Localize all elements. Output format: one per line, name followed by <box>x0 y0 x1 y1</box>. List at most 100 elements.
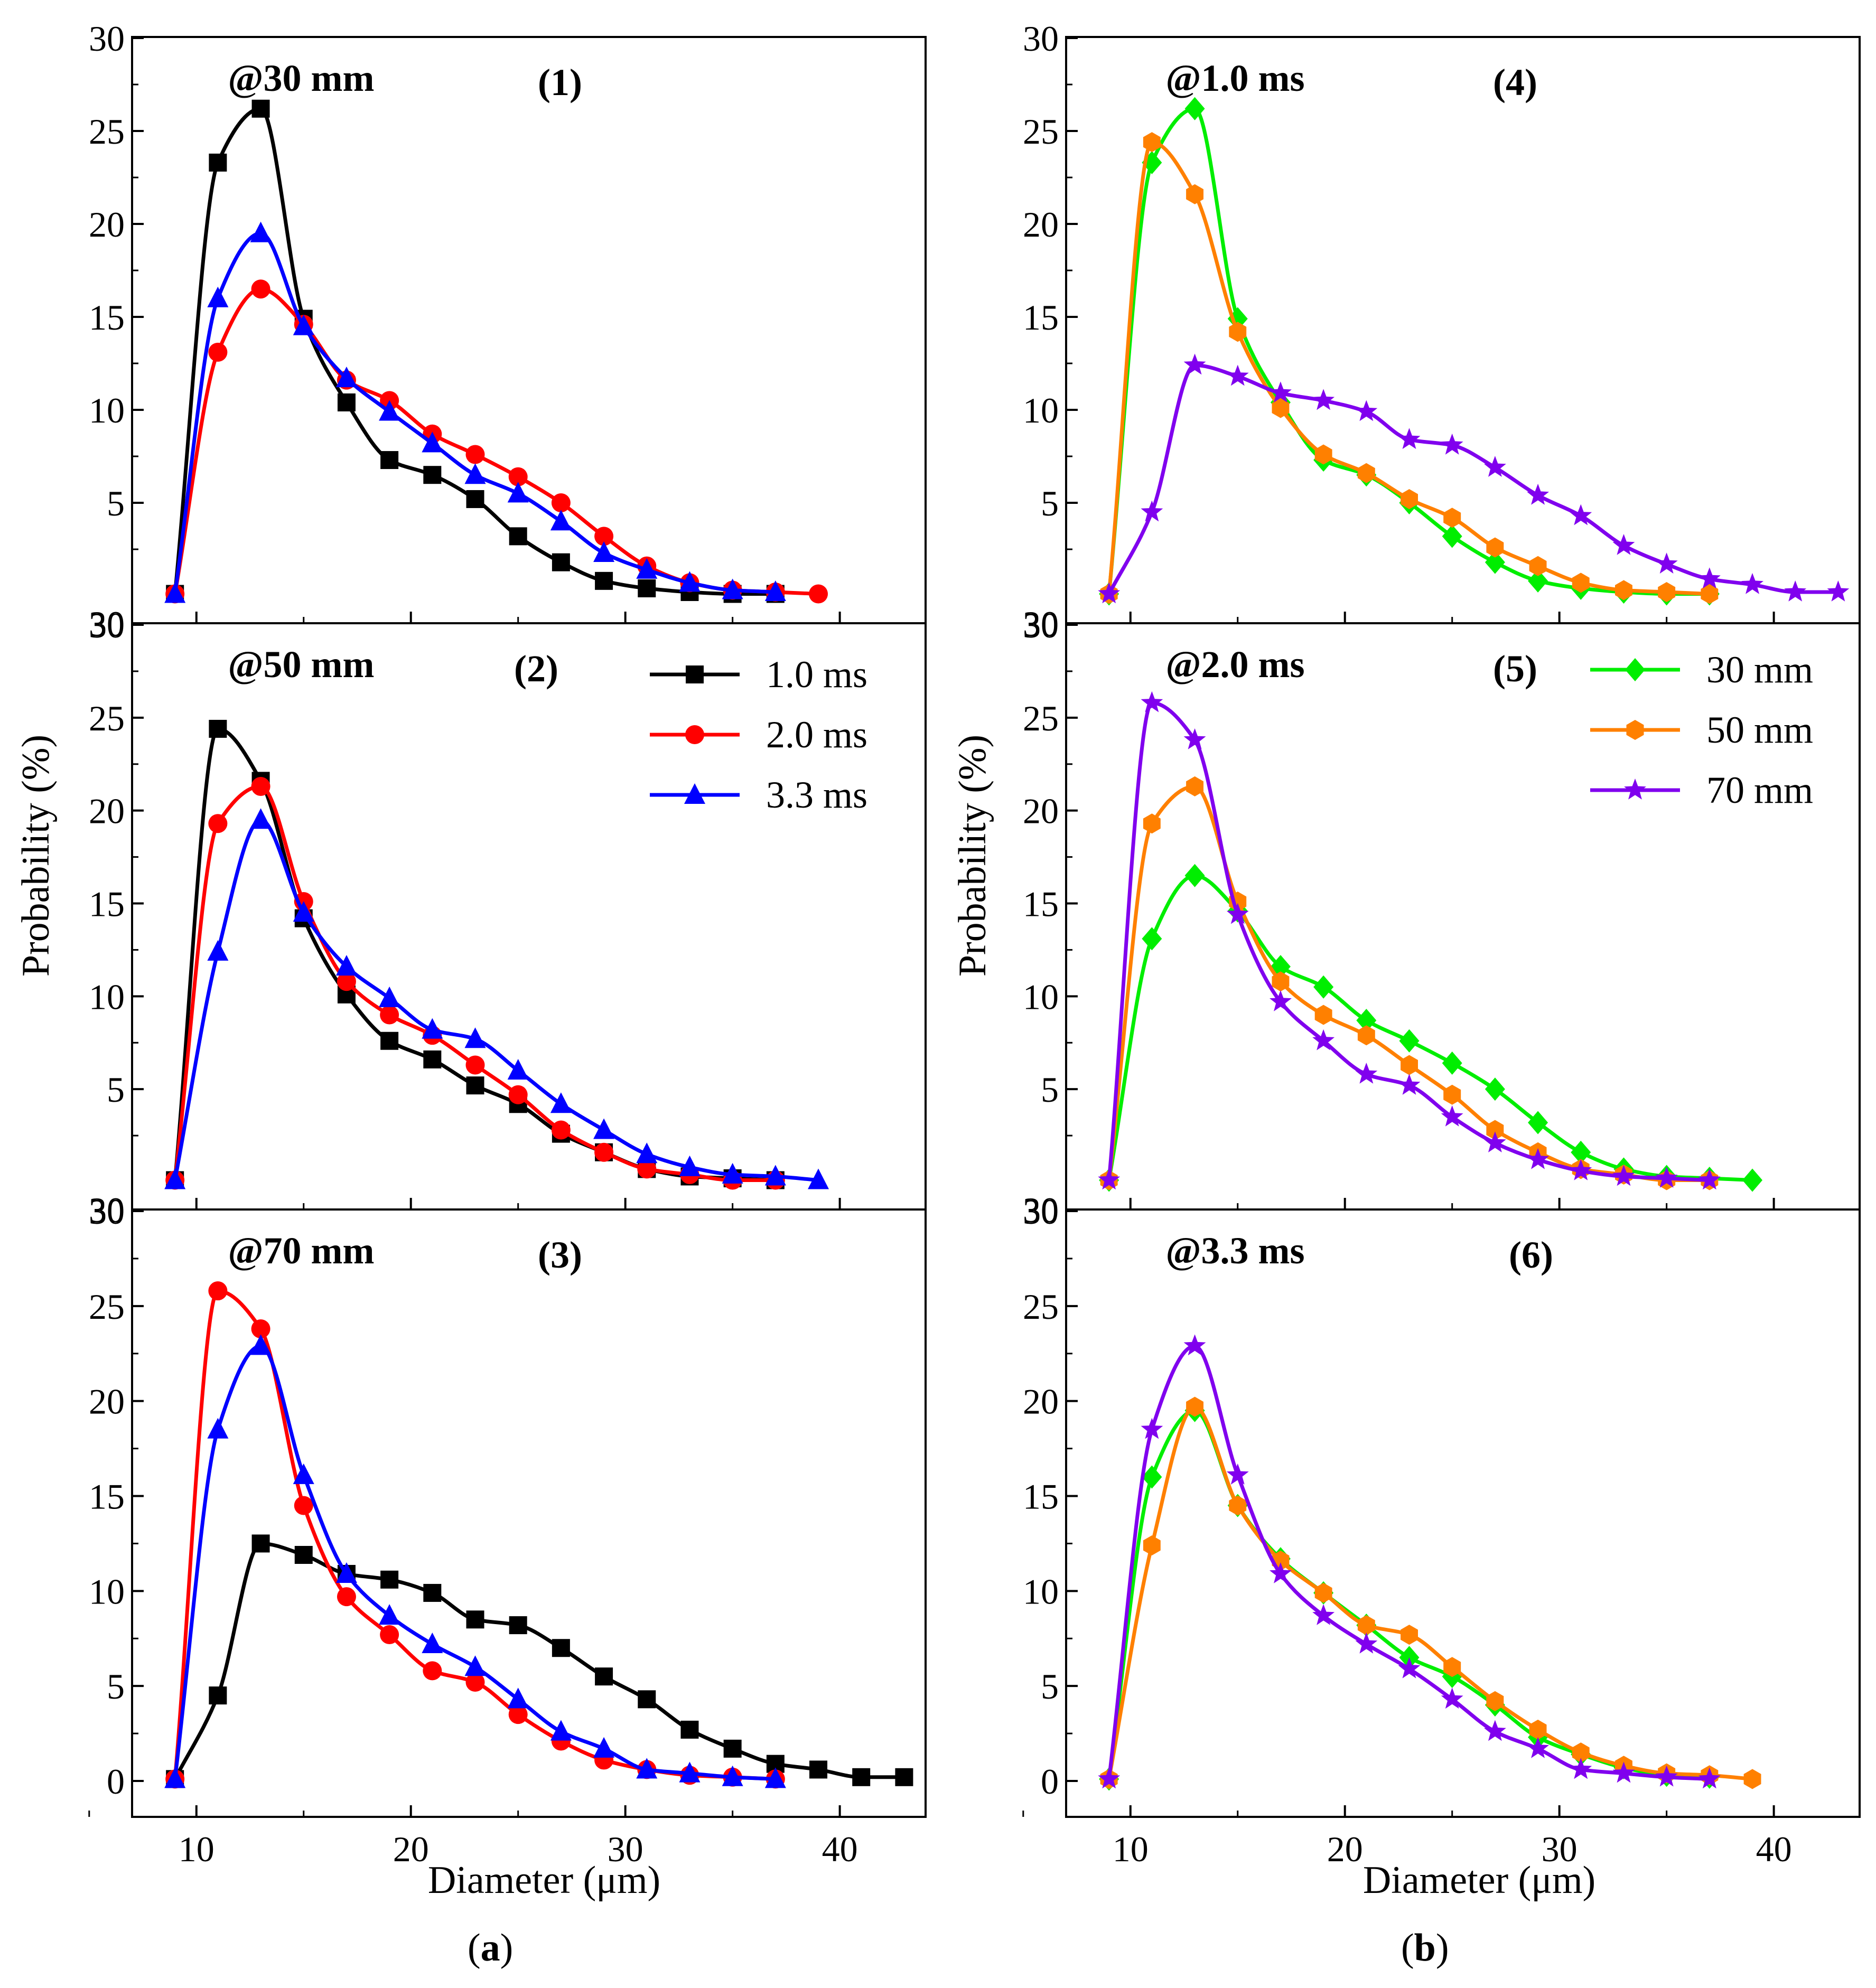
data-point <box>679 571 701 592</box>
data-point <box>1784 580 1807 602</box>
data-point <box>1312 389 1335 410</box>
data-point <box>1143 813 1161 834</box>
data-point <box>552 1639 570 1657</box>
y-tick-label: 15 <box>89 297 125 337</box>
y-tick-label: 5 <box>1041 483 1059 523</box>
data-point <box>1229 322 1247 342</box>
y-tick-label: 15 <box>1023 1477 1059 1517</box>
y-tick-label: 15 <box>1023 884 1059 924</box>
data-point <box>1612 1761 1635 1783</box>
data-point <box>251 1534 270 1553</box>
data-point <box>251 776 270 796</box>
data-point <box>507 1059 529 1080</box>
data-point <box>1615 580 1632 601</box>
legend-marker <box>1624 779 1646 800</box>
y-tick-label: 25 <box>1023 1287 1059 1327</box>
x-tick-label: 20 <box>393 1829 429 1869</box>
data-point <box>209 1686 227 1705</box>
data-point <box>164 582 186 603</box>
data-point <box>1486 1691 1504 1711</box>
data-point <box>1312 1604 1335 1625</box>
data-point <box>293 314 314 335</box>
legend-label: 1.0 ms <box>766 653 867 696</box>
x-tick-label: 30 <box>1542 1829 1578 1869</box>
chart-panel-1: 5 10 15 20 25 30 30 @30 mm (1) <box>89 18 927 644</box>
y-tick-label: 10 <box>89 977 125 1017</box>
data-point <box>335 1562 357 1583</box>
data-point <box>379 1604 400 1625</box>
data-point <box>466 490 484 508</box>
panel-title: @1.0 ms <box>1166 57 1305 99</box>
data-point <box>1570 1159 1592 1180</box>
y-tick-label: 30 <box>1023 605 1059 645</box>
data-point <box>1529 1719 1547 1740</box>
y-tick-label: 20 <box>1023 204 1059 245</box>
data-point <box>1229 1495 1247 1516</box>
y-tick-label: 30 <box>1023 1190 1059 1230</box>
data-point <box>1186 1396 1203 1417</box>
data-point <box>680 1720 699 1739</box>
data-point <box>1226 903 1249 924</box>
data-point <box>594 527 614 546</box>
data-point <box>1098 582 1121 604</box>
data-point <box>422 1633 443 1654</box>
caption-right-open: ( <box>1401 1926 1414 1970</box>
y-axis-label-right: Probability (%) <box>951 735 994 977</box>
y-tick-label: 5 <box>107 1070 125 1110</box>
y-tick-label: 25 <box>89 1287 125 1327</box>
data-point <box>208 1281 228 1301</box>
data-point <box>1183 1334 1206 1356</box>
data-point <box>251 99 270 118</box>
caption-left: (a) <box>468 1926 513 1970</box>
data-point <box>380 1625 399 1645</box>
y-tick-label: 5 <box>107 1666 125 1706</box>
data-point <box>423 1583 442 1602</box>
data-point <box>207 940 229 961</box>
data-point <box>1398 428 1421 449</box>
data-point <box>1143 132 1161 153</box>
data-point <box>1527 483 1549 505</box>
data-point <box>1527 1737 1549 1758</box>
data-point <box>1484 456 1506 477</box>
panel-label: (4) <box>1493 61 1537 104</box>
data-point <box>508 1085 528 1104</box>
caption-right-close: ) <box>1436 1926 1449 1970</box>
data-point <box>1486 537 1504 558</box>
data-point <box>1485 1077 1505 1101</box>
data-point <box>1528 569 1548 593</box>
data-point <box>809 584 828 604</box>
data-point <box>1401 489 1418 509</box>
data-point <box>1356 1009 1377 1033</box>
data-point <box>423 1050 442 1068</box>
data-point <box>1226 364 1249 386</box>
caption-right-letter: b <box>1414 1926 1436 1970</box>
data-point <box>465 445 485 464</box>
data-point <box>895 1768 913 1786</box>
y-tick-label: 20 <box>89 204 125 245</box>
y-tick-label: 30 <box>89 605 125 645</box>
data-point <box>1655 1765 1678 1787</box>
chart-panel-5: 5 10 15 20 25 30 30 @2.0 ms (5) 30 mm 50 mm 70 mm <box>1023 605 1861 1230</box>
data-point <box>1612 1165 1635 1186</box>
data-point <box>208 814 228 833</box>
series-line <box>1107 1344 1710 1781</box>
data-point <box>551 493 571 512</box>
data-point <box>1698 567 1721 589</box>
data-point <box>679 1155 701 1176</box>
data-point <box>335 955 357 976</box>
data-point <box>1355 1063 1378 1084</box>
data-point <box>637 1159 657 1179</box>
panel-title: @2.0 ms <box>1166 643 1305 686</box>
data-point <box>1742 1168 1763 1192</box>
data-point <box>509 1616 527 1635</box>
data-point <box>1143 1535 1161 1555</box>
chart-panel-4: 5 10 15 20 25 30 30 @1.0 ms (4) <box>1023 18 1861 644</box>
data-point <box>1141 691 1163 712</box>
data-point <box>380 1031 399 1050</box>
legend-marker <box>686 665 704 683</box>
panel-label: (6) <box>1509 1234 1553 1276</box>
panel-label: (5) <box>1493 648 1537 690</box>
x-tick-label: 20 <box>1327 1829 1363 1869</box>
data-point <box>636 1758 658 1779</box>
